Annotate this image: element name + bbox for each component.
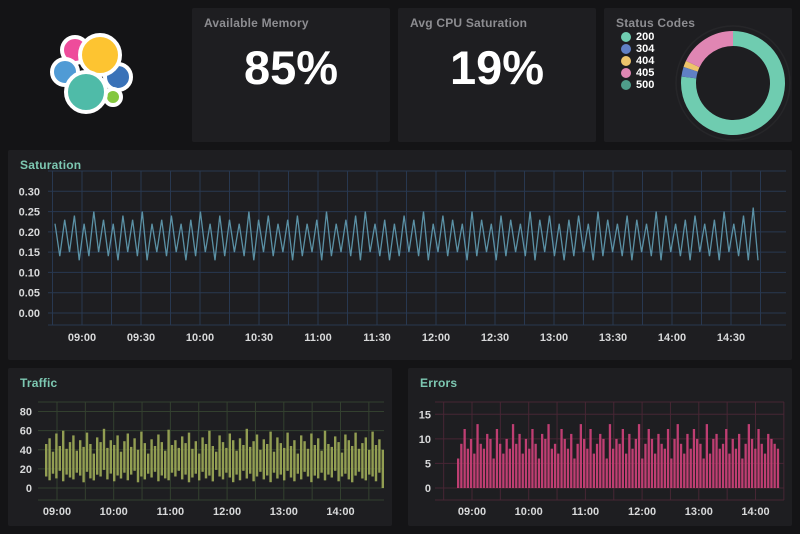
svg-text:14:00: 14:00: [326, 506, 354, 518]
panel-avg-cpu-saturation: Avg CPU Saturation 19%: [398, 8, 596, 142]
panel-title-status-codes[interactable]: Status Codes: [616, 16, 696, 30]
panel-errors: 0 5 10 15 09:00 10:00 11:00 12:00 13:00 14:00 Err…: [408, 368, 792, 526]
panel-title-errors[interactable]: Errors: [420, 376, 458, 390]
svg-text:10:00: 10:00: [100, 506, 128, 518]
svg-text:09:00: 09:00: [68, 332, 96, 344]
panel-title-traffic[interactable]: Traffic: [20, 376, 58, 390]
svg-text:20: 20: [20, 464, 32, 476]
panel-title-saturation[interactable]: Saturation: [20, 158, 82, 172]
available-memory-value: 85%: [243, 41, 339, 94]
svg-text:10:30: 10:30: [245, 332, 273, 344]
legend-dot-icon: [621, 68, 631, 78]
svg-text:0.10: 0.10: [19, 267, 40, 279]
svg-text:0.20: 0.20: [19, 227, 40, 239]
panel-title-avg-cpu-saturation[interactable]: Avg CPU Saturation: [410, 16, 528, 30]
svg-text:12:00: 12:00: [628, 506, 656, 518]
svg-text:0.00: 0.00: [19, 308, 40, 320]
svg-text:11:00: 11:00: [157, 506, 185, 518]
svg-text:12:30: 12:30: [481, 332, 509, 344]
saturation-chart[interactable]: 0.00 0.05 0.10 0.15 0.20 0.25 0.30 09:00 09:30 10…: [8, 150, 792, 360]
svg-text:10: 10: [419, 434, 431, 446]
svg-text:12:00: 12:00: [422, 332, 450, 344]
svg-text:09:30: 09:30: [127, 332, 155, 344]
panel-traffic: 0 20 40 60 80 09:00 10:00 11:00 12:00 13:00 14:00 …: [8, 368, 392, 526]
panel-status-codes: Status Codes 200 304 404 405 500: [604, 8, 792, 142]
legend-item-404[interactable]: 404: [621, 55, 655, 67]
elastic-logo: [0, 8, 185, 142]
svg-text:09:00: 09:00: [458, 506, 486, 518]
svg-text:13:00: 13:00: [270, 506, 298, 518]
elastic-logo-icon: [49, 32, 133, 114]
status-codes-donut-chart[interactable]: [604, 8, 792, 142]
legend-label: 405: [636, 67, 655, 79]
svg-text:14:30: 14:30: [717, 332, 745, 344]
svg-text:0: 0: [26, 483, 32, 495]
svg-text:80: 80: [20, 407, 32, 419]
legend-dot-icon: [621, 56, 631, 66]
errors-chart[interactable]: 0 5 10 15 09:00 10:00 11:00 12:00 13:00 14:00: [408, 368, 792, 526]
panel-saturation: 0.00 0.05 0.10 0.15 0.20 0.25 0.30 09:00 09:30 10…: [8, 150, 792, 360]
traffic-chart[interactable]: 0 20 40 60 80 09:00 10:00 11:00 12:00 13:00 14:00: [8, 368, 392, 526]
svg-text:10:00: 10:00: [515, 506, 543, 518]
svg-text:13:00: 13:00: [540, 332, 568, 344]
svg-text:15: 15: [419, 409, 431, 421]
svg-text:10:00: 10:00: [186, 332, 214, 344]
legend-item-200[interactable]: 200: [621, 31, 655, 43]
svg-text:09:00: 09:00: [43, 506, 71, 518]
avg-cpu-saturation-value: 19%: [449, 41, 545, 94]
status-codes-legend[interactable]: 200 304 404 405 500: [621, 31, 655, 91]
legend-label: 304: [636, 43, 655, 55]
svg-text:0.05: 0.05: [19, 288, 40, 300]
svg-text:13:30: 13:30: [599, 332, 627, 344]
panel-available-memory: Available Memory 85%: [192, 8, 390, 142]
svg-text:12:00: 12:00: [213, 506, 241, 518]
svg-text:11:00: 11:00: [304, 332, 332, 344]
svg-text:11:00: 11:00: [572, 506, 600, 518]
legend-item-304[interactable]: 304: [621, 43, 655, 55]
legend-item-500[interactable]: 500: [621, 79, 655, 91]
svg-text:60: 60: [20, 426, 32, 438]
svg-text:5: 5: [425, 458, 431, 470]
legend-label: 500: [636, 79, 655, 91]
svg-text:0: 0: [425, 483, 431, 495]
legend-dot-icon: [621, 32, 631, 42]
svg-text:13:00: 13:00: [685, 506, 713, 518]
legend-dot-icon: [621, 80, 631, 90]
legend-label: 200: [636, 31, 655, 43]
legend-label: 404: [636, 55, 655, 67]
svg-text:14:00: 14:00: [658, 332, 686, 344]
svg-text:14:00: 14:00: [741, 506, 769, 518]
svg-text:0.25: 0.25: [19, 207, 40, 219]
svg-text:0.30: 0.30: [19, 186, 40, 198]
legend-dot-icon: [621, 44, 631, 54]
legend-item-405[interactable]: 405: [621, 67, 655, 79]
svg-text:11:30: 11:30: [363, 332, 391, 344]
svg-text:0.15: 0.15: [19, 247, 40, 259]
svg-text:40: 40: [20, 445, 32, 457]
panel-title-available-memory[interactable]: Available Memory: [204, 16, 309, 30]
